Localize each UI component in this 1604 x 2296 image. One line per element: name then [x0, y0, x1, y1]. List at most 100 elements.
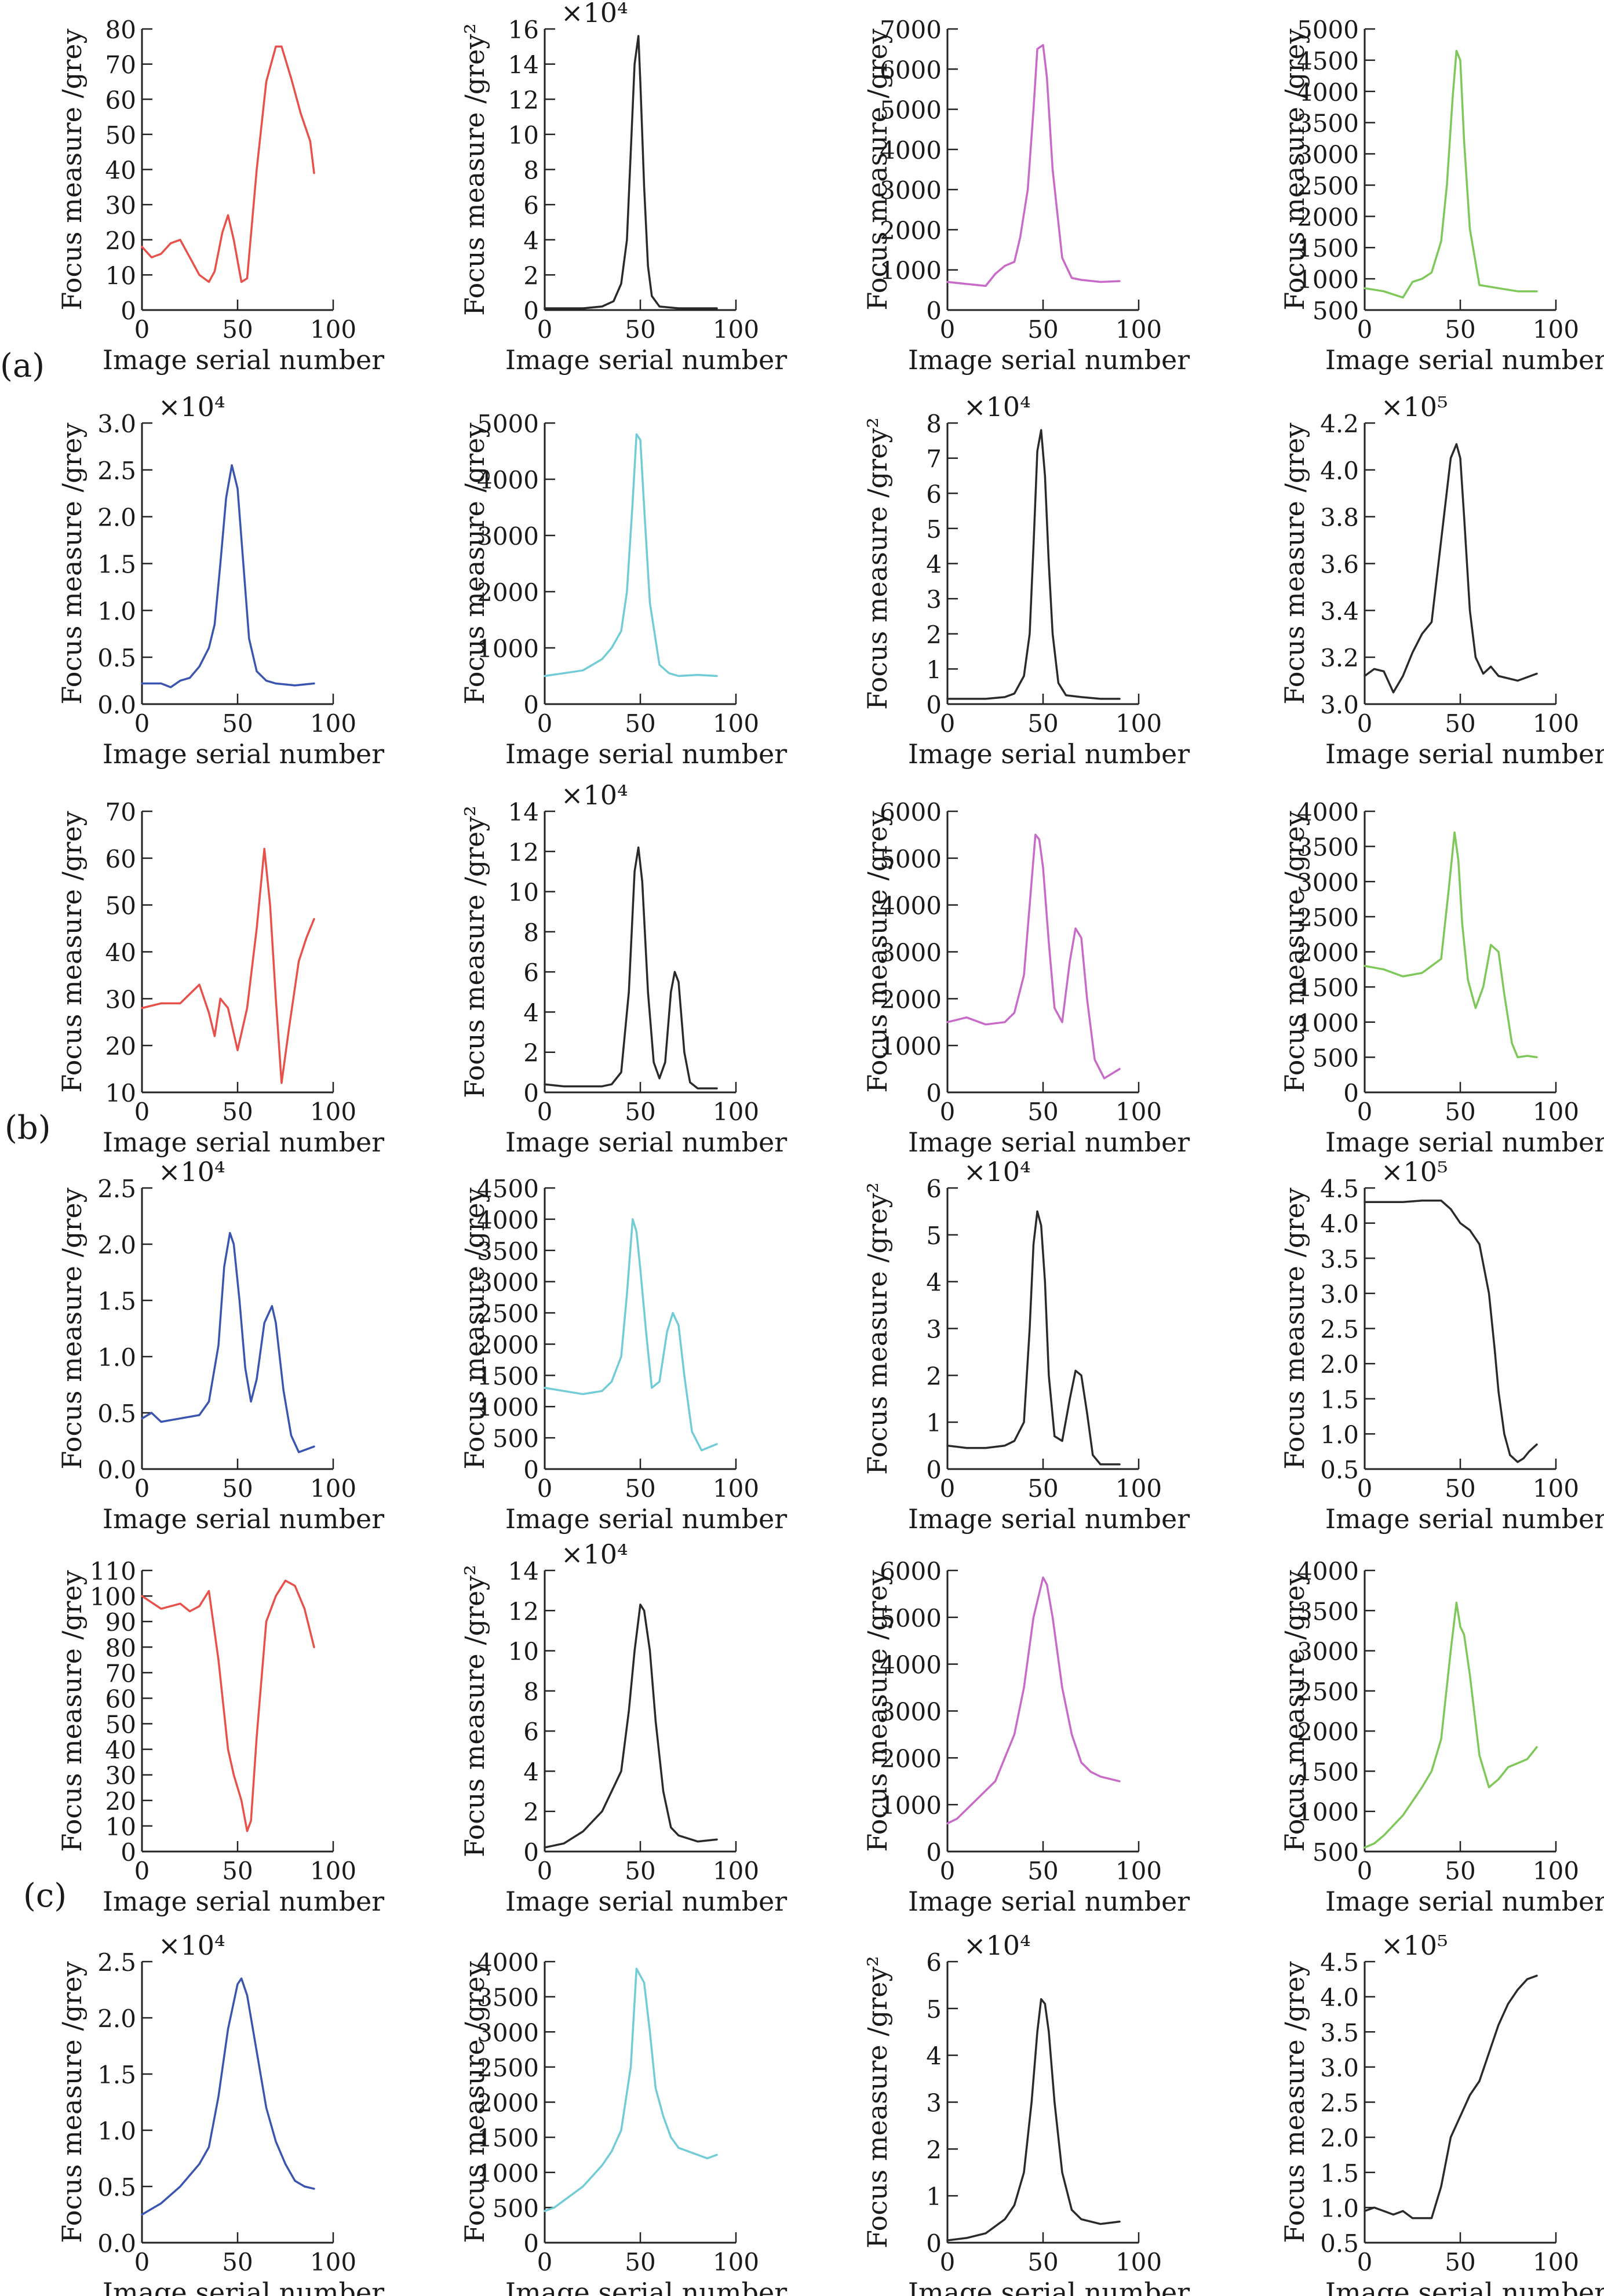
y-tick-label: 0.5 — [97, 644, 136, 672]
y-tick-label: 4.0 — [1320, 1984, 1359, 2012]
y-tick-label: 2500 — [1297, 903, 1359, 932]
y-tick-label: 0 — [523, 1079, 539, 1107]
x-tick-label: 100 — [1115, 2248, 1162, 2276]
y-tick-label: 6000 — [880, 56, 942, 84]
y-tick-label: 2000 — [880, 1744, 942, 1773]
x-axis-label: Image serial number — [103, 2277, 384, 2296]
y-tick-label: 30 — [105, 1762, 136, 1790]
y-tick-label: 3.8 — [1320, 504, 1359, 532]
y-tick-label: 3000 — [477, 1269, 539, 1297]
axis-multiplier-label: ×10⁵ — [1381, 1930, 1448, 1961]
panel-label-c: (c) — [23, 1877, 67, 1915]
y-axis-label: Focus measure /grey² — [862, 1956, 893, 2248]
y-tick-label: 2000 — [880, 216, 942, 245]
y-tick-label: 2000 — [477, 1331, 539, 1359]
y-tick-label: 3.5 — [1320, 2018, 1359, 2047]
x-tick-label: 100 — [1533, 1857, 1579, 1885]
y-axis-label: Focus measure /grey² — [459, 1565, 490, 1857]
x-tick-label: 100 — [1115, 709, 1162, 738]
series-line — [141, 847, 315, 1084]
x-tick-label: 0 — [940, 1474, 956, 1503]
y-tick-label: 0 — [926, 297, 942, 325]
x-tick-label: 50 — [1445, 709, 1475, 738]
y-tick-label: 3500 — [477, 1984, 539, 2012]
y-tick-label: 10 — [105, 261, 136, 290]
y-tick-label: 4000 — [880, 136, 942, 165]
y-tick-label: 1.5 — [97, 2061, 136, 2089]
x-axis-label: Image serial number — [505, 1886, 787, 1917]
y-tick-label: 5000 — [880, 845, 942, 873]
x-tick-label: 100 — [713, 315, 759, 344]
y-tick-label: 14 — [508, 1557, 539, 1586]
y-tick-label: 3000 — [1297, 1638, 1359, 1666]
y-tick-label: 3 — [926, 585, 942, 614]
y-tick-label: 4000 — [477, 1206, 539, 1234]
x-tick-label: 100 — [1533, 1098, 1579, 1126]
y-tick-label: 2000 — [880, 985, 942, 1014]
x-tick-label: 0 — [134, 2248, 150, 2276]
series-line — [946, 429, 1121, 700]
x-tick-label: 100 — [1533, 2248, 1579, 2276]
y-tick-label: 100 — [90, 1583, 136, 1611]
x-tick-label: 0 — [1357, 709, 1373, 738]
y-tick-label: 3000 — [880, 1698, 942, 1726]
x-tick-label: 50 — [1027, 1098, 1058, 1126]
series-line — [141, 1977, 315, 2216]
x-tick-label: 50 — [1445, 315, 1475, 344]
y-tick-label: 20 — [105, 1787, 136, 1816]
series-line — [544, 35, 718, 309]
y-tick-label: 2.5 — [97, 457, 136, 485]
y-tick-label: 50 — [105, 1711, 136, 1739]
y-tick-label: 1.0 — [97, 597, 136, 625]
axis-multiplier-label: ×10⁴ — [561, 0, 628, 28]
y-tick-label: 5000 — [880, 96, 942, 125]
y-tick-label: 3.0 — [1320, 2054, 1359, 2082]
y-tick-label: 1000 — [1297, 265, 1359, 294]
y-tick-label: 2.5 — [1320, 1315, 1359, 1344]
x-tick-label: 50 — [1445, 1098, 1475, 1126]
x-tick-label: 100 — [310, 315, 356, 344]
series-line — [544, 846, 718, 1089]
y-tick-label: 30 — [105, 191, 136, 220]
x-tick-label: 100 — [310, 1474, 356, 1503]
x-tick-label: 0 — [1357, 1857, 1373, 1885]
y-tick-label: 500 — [493, 2194, 539, 2222]
y-tick-label: 3.2 — [1320, 644, 1359, 672]
y-tick-label: 70 — [105, 1659, 136, 1688]
y-tick-label: 2000 — [1297, 939, 1359, 967]
x-axis-label: Image serial number — [505, 2277, 787, 2296]
y-tick-label: 14 — [508, 51, 539, 79]
y-tick-label: 10 — [508, 1638, 539, 1666]
y-tick-label: 40 — [105, 939, 136, 967]
y-tick-label: 3.4 — [1320, 597, 1359, 625]
x-tick-label: 100 — [1533, 709, 1579, 738]
x-tick-label: 0 — [134, 1857, 150, 1885]
x-axis-label: Image serial number — [1325, 1127, 1604, 1158]
y-axis-label: Focus measure /grey — [1279, 1570, 1310, 1852]
y-tick-label: 2 — [523, 261, 539, 290]
y-tick-label: 0 — [926, 1456, 942, 1484]
y-tick-label: 1500 — [477, 1362, 539, 1390]
x-tick-label: 0 — [1357, 1474, 1373, 1503]
y-tick-label: 2 — [523, 1039, 539, 1067]
x-axis-label: Image serial number — [103, 1503, 384, 1535]
y-tick-label: 6 — [926, 1175, 942, 1203]
x-tick-label: 0 — [537, 315, 553, 344]
series-line — [141, 45, 315, 283]
y-tick-label: 3.0 — [1320, 691, 1359, 719]
y-tick-label: 0.5 — [97, 2173, 136, 2202]
x-tick-label: 100 — [1115, 1857, 1162, 1885]
y-axis-label: Focus measure /grey — [862, 811, 893, 1092]
y-tick-label: 500 — [1313, 1838, 1359, 1867]
y-tick-label: 0.0 — [97, 1456, 136, 1484]
x-axis-label: Image serial number — [103, 738, 384, 770]
y-tick-label: 3500 — [1297, 1597, 1359, 1626]
chart-r0-c2: 0 1000 2000 3000 4000 5000 6000 7000 0 50 100Image… — [862, 16, 1190, 376]
y-tick-label: 6 — [523, 191, 539, 220]
x-axis-label: Image serial number — [505, 1127, 787, 1158]
